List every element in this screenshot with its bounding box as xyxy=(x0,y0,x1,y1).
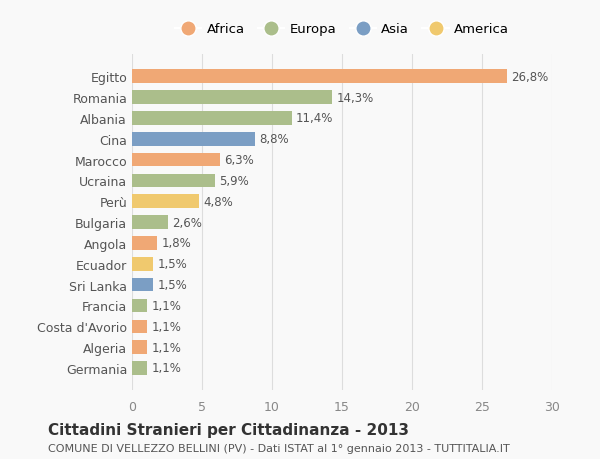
Text: 1,1%: 1,1% xyxy=(152,299,181,312)
Text: 1,5%: 1,5% xyxy=(157,257,187,271)
Bar xyxy=(132,320,148,333)
Text: COMUNE DI VELLEZZO BELLINI (PV) - Dati ISTAT al 1° gennaio 2013 - TUTTITALIA.IT: COMUNE DI VELLEZZO BELLINI (PV) - Dati I… xyxy=(48,443,510,453)
Text: 1,5%: 1,5% xyxy=(157,279,187,291)
Text: 2,6%: 2,6% xyxy=(173,216,202,229)
Text: 6,3%: 6,3% xyxy=(224,154,254,167)
Bar xyxy=(132,70,507,84)
Bar xyxy=(132,237,157,250)
Text: 8,8%: 8,8% xyxy=(259,133,289,146)
Text: 14,3%: 14,3% xyxy=(337,91,374,104)
Bar xyxy=(132,361,148,375)
Bar xyxy=(132,216,169,230)
Bar xyxy=(132,112,292,125)
Legend: Africa, Europa, Asia, America: Africa, Europa, Asia, America xyxy=(170,18,514,42)
Bar xyxy=(132,153,220,167)
Bar xyxy=(132,299,148,313)
Text: 1,8%: 1,8% xyxy=(161,237,191,250)
Bar xyxy=(132,195,199,208)
Text: Cittadini Stranieri per Cittadinanza - 2013: Cittadini Stranieri per Cittadinanza - 2… xyxy=(48,422,409,437)
Text: 1,1%: 1,1% xyxy=(152,320,181,333)
Bar xyxy=(132,91,332,105)
Bar xyxy=(132,278,153,292)
Bar xyxy=(132,341,148,354)
Bar xyxy=(132,133,255,146)
Text: 11,4%: 11,4% xyxy=(296,112,333,125)
Text: 26,8%: 26,8% xyxy=(511,71,548,84)
Text: 4,8%: 4,8% xyxy=(203,196,233,208)
Bar xyxy=(132,257,153,271)
Text: 5,9%: 5,9% xyxy=(219,174,248,188)
Bar xyxy=(132,174,215,188)
Text: 1,1%: 1,1% xyxy=(152,362,181,375)
Text: 1,1%: 1,1% xyxy=(152,341,181,354)
